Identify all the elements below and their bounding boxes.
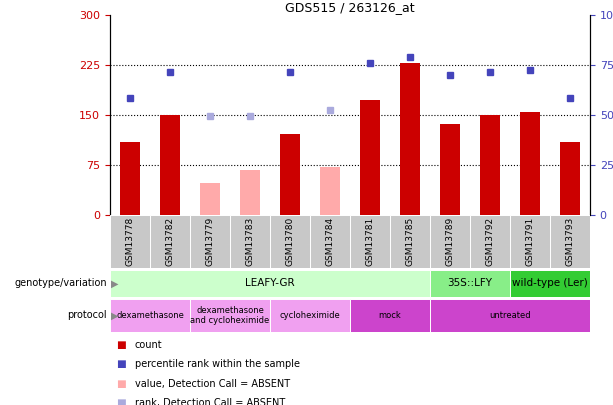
Title: GDS515 / 263126_at: GDS515 / 263126_at xyxy=(285,1,415,14)
Text: dexamethasone: dexamethasone xyxy=(116,311,184,320)
Text: untreated: untreated xyxy=(489,311,531,320)
Bar xyxy=(190,215,230,268)
Bar xyxy=(230,215,270,268)
Bar xyxy=(110,215,150,268)
Bar xyxy=(520,112,540,215)
Bar xyxy=(200,183,220,215)
Text: GSM13783: GSM13783 xyxy=(245,217,254,266)
Bar xyxy=(400,63,420,215)
Text: ■: ■ xyxy=(116,340,126,350)
Bar xyxy=(240,170,260,215)
Text: genotype/variation: genotype/variation xyxy=(14,279,107,288)
Bar xyxy=(480,115,500,215)
Text: ■: ■ xyxy=(116,379,126,389)
Bar xyxy=(430,215,470,268)
Text: LEAFY-GR: LEAFY-GR xyxy=(245,279,295,288)
Text: GSM13791: GSM13791 xyxy=(525,217,535,266)
Bar xyxy=(280,134,300,215)
Bar xyxy=(510,270,590,297)
Text: mock: mock xyxy=(379,311,402,320)
Bar xyxy=(430,299,590,332)
Text: rank, Detection Call = ABSENT: rank, Detection Call = ABSENT xyxy=(134,399,285,405)
Bar xyxy=(510,215,550,268)
Bar xyxy=(350,299,430,332)
Bar xyxy=(270,215,310,268)
Bar xyxy=(150,215,190,268)
Text: GSM13792: GSM13792 xyxy=(485,217,495,266)
Text: percentile rank within the sample: percentile rank within the sample xyxy=(134,360,300,369)
Text: GSM13784: GSM13784 xyxy=(326,217,335,266)
Bar xyxy=(190,299,270,332)
Bar xyxy=(270,299,350,332)
Bar xyxy=(430,270,510,297)
Bar xyxy=(350,215,390,268)
Bar xyxy=(440,124,460,215)
Text: ■: ■ xyxy=(116,360,126,369)
Bar xyxy=(160,115,180,215)
Bar xyxy=(110,270,430,297)
Text: cycloheximide: cycloheximide xyxy=(280,311,340,320)
Text: ▶: ▶ xyxy=(111,279,119,288)
Text: value, Detection Call = ABSENT: value, Detection Call = ABSENT xyxy=(134,379,290,389)
Bar xyxy=(560,142,580,215)
Bar xyxy=(390,215,430,268)
Text: dexamethasone
and cycloheximide: dexamethasone and cycloheximide xyxy=(191,306,270,325)
Text: ▶: ▶ xyxy=(111,311,119,320)
Bar xyxy=(470,215,510,268)
Text: GSM13778: GSM13778 xyxy=(126,217,134,266)
Text: ■: ■ xyxy=(116,399,126,405)
Bar xyxy=(320,167,340,215)
Text: GSM13785: GSM13785 xyxy=(406,217,414,266)
Text: GSM13779: GSM13779 xyxy=(205,217,215,266)
Bar xyxy=(360,100,380,215)
Text: GSM13782: GSM13782 xyxy=(166,217,175,266)
Text: GSM13780: GSM13780 xyxy=(286,217,294,266)
Text: count: count xyxy=(134,340,162,350)
Text: GSM13789: GSM13789 xyxy=(446,217,454,266)
Bar xyxy=(120,142,140,215)
Text: wild-type (Ler): wild-type (Ler) xyxy=(512,279,588,288)
Bar xyxy=(550,215,590,268)
Bar xyxy=(310,215,350,268)
Text: protocol: protocol xyxy=(67,311,107,320)
Bar xyxy=(110,299,190,332)
Text: 35S::LFY: 35S::LFY xyxy=(447,279,492,288)
Text: GSM13793: GSM13793 xyxy=(566,217,574,266)
Text: GSM13781: GSM13781 xyxy=(365,217,375,266)
